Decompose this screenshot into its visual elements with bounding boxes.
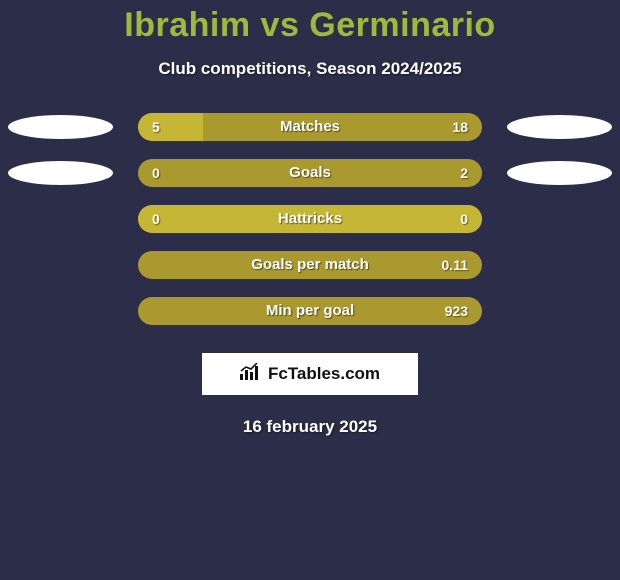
team-badge-right [507, 161, 612, 185]
stat-bar: 923Min per goal [138, 297, 482, 325]
stat-value-left [138, 251, 166, 279]
stat-value-right: 2 [446, 159, 482, 187]
stat-bar: 0 2Goals [138, 159, 482, 187]
stat-row: 923Min per goal [0, 297, 620, 325]
stat-rows: 518Matches02Goals00Hattricks0.11Goals pe… [0, 113, 620, 325]
stat-row: 0 2Goals [0, 159, 620, 187]
team-badge-left [8, 161, 113, 185]
stat-row: 518Matches [0, 113, 620, 141]
subtitle: Club competitions, Season 2024/2025 [0, 59, 620, 79]
stat-bar: 00Hattricks [138, 205, 482, 233]
chart-icon [240, 363, 262, 386]
team-badge-left [8, 115, 113, 139]
team-badge-right [507, 115, 612, 139]
stat-bar: 0.11Goals per match [138, 251, 482, 279]
stat-row: 0.11Goals per match [0, 251, 620, 279]
bar-fill-left [138, 205, 482, 233]
stat-value-left [138, 297, 166, 325]
date-text: 16 february 2025 [0, 417, 620, 437]
stat-value-right: 18 [438, 113, 482, 141]
stat-bar: 518Matches [138, 113, 482, 141]
stat-value-left: 0 [138, 205, 174, 233]
page-title: Ibrahim vs Germinario [0, 6, 620, 45]
stat-value-left: 5 [138, 113, 174, 141]
stat-value-right: 923 [431, 297, 482, 325]
brand-badge[interactable]: FcTables.com [202, 353, 418, 395]
stat-value-right: 0 [446, 205, 482, 233]
stat-value-right: 0.11 [428, 251, 482, 279]
stat-label: Goals [138, 159, 482, 187]
brand-text: FcTables.com [268, 364, 380, 384]
stat-value-left: 0 [138, 159, 174, 187]
comparison-card: Ibrahim vs Germinario Club competitions,… [0, 0, 620, 437]
stat-row: 00Hattricks [0, 205, 620, 233]
